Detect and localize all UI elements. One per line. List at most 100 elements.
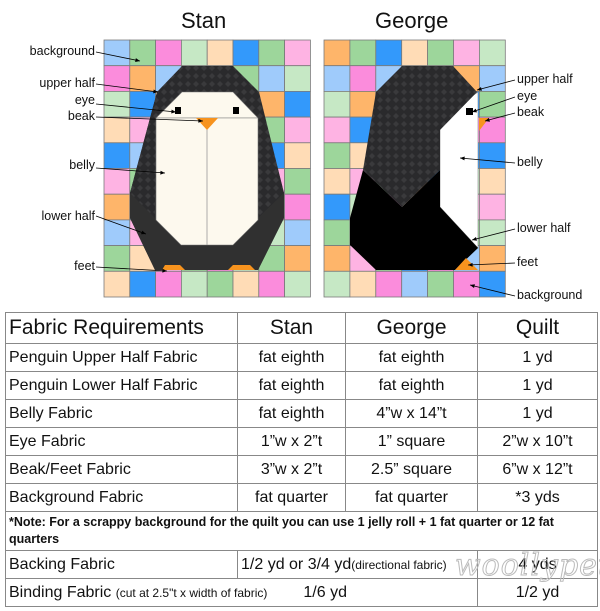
pointer-line [484,112,516,122]
pointer-arrowhead-icon [171,109,176,114]
header-george: George [345,312,478,344]
row-label: Background Fabric [5,483,238,512]
george-background-square [323,245,351,272]
row-label: Penguin Upper Half Fabric [5,343,238,372]
pointer-line [95,215,147,235]
stan-background-square [206,270,234,298]
george-title: George [375,8,449,33]
cell-george: 2.5” square [345,455,478,484]
stan-eye-left [175,107,181,114]
stan-background-square [180,270,208,298]
cell-stan: 1”w x 2”t [237,427,346,456]
row-label: Beak/Feet Fabric [5,455,238,484]
pointer-line [471,96,516,113]
george-background-square [478,65,506,92]
penguin-diagrams [95,39,516,298]
pointer-line [471,228,516,241]
george-label-upper-half: upper half [517,72,573,86]
george-background-square [349,65,377,92]
fabric-requirements-table: Fabric Requirements Stan George Quilt Pe… [5,312,598,607]
stan-eye-right [233,107,239,114]
pointer-arrowhead-icon [472,108,477,113]
george-background-square [323,116,351,144]
pointer-line [469,284,516,297]
pointer-arrowhead-icon [141,230,146,235]
george-background-square [453,39,480,67]
pointer-arrowhead-icon [477,86,482,91]
stan-label-lower-half: lower half [41,209,96,223]
stan-background-square [284,39,311,67]
stan-background-square [129,270,157,298]
george-background-square [401,270,429,298]
backing-block: 1/2 yd or 3/4 yd [241,555,352,573]
pointer-line [95,103,177,113]
pointer-arrowhead-icon [198,118,203,123]
pointer-line [95,167,166,174]
background-note: *Note: For a scrappy background for the … [5,511,598,551]
george-label-beak: beak [517,105,545,119]
pointer-arrowhead-icon [135,58,140,62]
george-background-square [323,142,351,169]
stan-background-square [284,245,311,272]
cell-stan: fat eighth [237,371,346,400]
stan-background-square [284,219,311,246]
table-header-row: Fabric Requirements Stan George Quilt [5,312,598,344]
row-label: Belly Fabric [5,399,238,428]
stan-background-square [155,39,182,67]
george-label-eye: eye [517,89,538,103]
pointer-line [95,266,168,272]
binding-label: Binding Fabric [9,583,112,601]
cell-quilt: 6”w x 12”t [477,455,598,484]
stan-background-square [284,142,311,169]
george-background-square [323,39,351,67]
stan-background-square [129,91,157,118]
george-label-belly: belly [517,155,543,169]
george-upper-half [363,66,477,207]
stan-background-square [206,39,234,67]
george-background-square [323,270,351,298]
binding-label-note: (cut at 2.5"t x width of fabric) [115,585,268,600]
binding-block: 1/6 yd [303,583,347,601]
george-background-square [349,91,377,118]
stan-background-square [258,65,285,92]
pointer-arrowhead-icon [160,170,165,175]
stan-background-square [232,39,260,67]
george-foot [455,258,478,270]
table-row: Background Fabric fat quarter fat quarter *… [5,483,598,512]
stan-background-square [155,270,182,298]
pointer-line [476,79,516,91]
pointer-line [95,116,204,122]
pointer-arrowhead-icon [472,236,477,241]
stan-background-square [232,270,260,298]
george-background-square [323,91,351,118]
stan-label-background: background [29,44,95,58]
backing-label: Backing Fabric [5,550,238,579]
table-row: Eye Fabric 1”w x 2”t 1” square 2”w x 10”t [5,427,598,456]
table-row: Beak/Feet Fabric 3”w x 2”t 2.5” square 6”w … [5,455,598,484]
stan-background-square [284,270,311,298]
pointer-line [95,83,159,93]
george-background-square [323,193,351,221]
stan-label-belly: belly [69,158,95,172]
george-eye [466,108,473,115]
stan-background-square [284,193,311,221]
george-background-square [323,219,351,246]
header-stan: Stan [237,312,346,344]
stan-background-square [129,39,157,67]
george-background-square [375,270,403,298]
backing-row: Backing Fabric 1/2 yd or 3/4 yd(directio… [5,550,598,579]
stan-upper-side-left [130,92,157,218]
binding-quilt: 1/2 yd [477,578,598,607]
george-background-square [478,245,506,272]
george-background-square [478,270,506,298]
table-row: Penguin Lower Half Fabric fat eighth fat e… [5,371,598,400]
table-row: Belly Fabric fat eighth 4”w x 14”t 1 yd [5,399,598,428]
george-background-square [478,142,506,169]
pointer-line [95,51,141,62]
cell-quilt: 2”w x 10”t [477,427,598,456]
cell-quilt: *3 yds [477,483,598,512]
table-row: Penguin Upper Half Fabric fat eighth fat e… [5,343,598,372]
george-background-square [478,91,506,118]
pointer-arrowhead-icon [153,89,158,94]
stan-label-eye: eye [74,93,95,107]
